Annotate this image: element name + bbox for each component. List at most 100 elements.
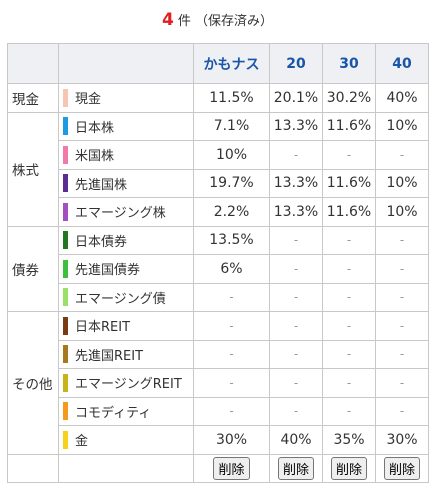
value-cell-col-0: - bbox=[193, 368, 270, 398]
asset-name-cell: 日本REIT bbox=[58, 311, 194, 341]
value-cell-col-1: - bbox=[269, 368, 323, 398]
value-cell-col-1: 40% bbox=[269, 425, 323, 455]
asset-name-cell: 日本株 bbox=[58, 111, 194, 141]
asset-name-cell: エマージング債 bbox=[58, 282, 194, 312]
value-cell-col-0: - bbox=[193, 282, 270, 312]
table-row: 債券 日本債券 13.5% - - - bbox=[7, 225, 429, 312]
table-row: 株式 日本株 7.1% 13.3% 11.6% 10% bbox=[7, 111, 429, 227]
category-cash: 現金 bbox=[7, 83, 59, 113]
value-cell-col-1: - bbox=[269, 396, 323, 426]
table-row: エマージング株 2.2% 13.3% 11.6% 10% bbox=[8, 197, 429, 227]
asset-color-swatch bbox=[63, 145, 68, 164]
delete-button-col-3[interactable]: 削除 bbox=[383, 456, 420, 480]
delete-cell-0: 削除 bbox=[193, 453, 270, 483]
value-cell-col-3: - bbox=[375, 368, 429, 398]
column-header-3: 40 bbox=[375, 43, 429, 84]
value-cell-col-0: 10% bbox=[193, 140, 270, 170]
value-cell-col-3: - bbox=[375, 254, 429, 284]
value-cell-col-0: - bbox=[193, 339, 270, 369]
value-cell-col-0: 7.1% bbox=[193, 111, 270, 141]
delete-cell-3: 削除 bbox=[375, 453, 429, 483]
value-cell-col-0: - bbox=[193, 396, 270, 426]
header-blank-asset bbox=[58, 43, 194, 84]
delete-button-col-2[interactable]: 削除 bbox=[330, 456, 367, 480]
value-cell-col-1: 13.3% bbox=[269, 197, 323, 227]
asset-label: エマージング株 bbox=[75, 206, 166, 222]
asset-color-swatch bbox=[63, 430, 68, 449]
category-stocks: 株式 bbox=[7, 111, 59, 227]
value-cell-col-0: - bbox=[193, 311, 270, 341]
asset-name-cell: エマージング株 bbox=[58, 197, 194, 227]
value-cell-col-3: 10% bbox=[375, 111, 429, 141]
delete-row-blank-category bbox=[7, 453, 59, 483]
header-blank-category bbox=[7, 43, 59, 84]
asset-label: 日本REIT bbox=[75, 320, 131, 336]
value-cell-col-2: 35% bbox=[322, 425, 376, 455]
asset-label: 先進国債券 bbox=[75, 263, 141, 279]
category-other: その他 bbox=[7, 311, 59, 455]
value-cell-col-3: - bbox=[375, 140, 429, 170]
asset-name-cell: コモディティ bbox=[58, 396, 194, 426]
value-cell-col-0: 2.2% bbox=[193, 197, 270, 227]
value-cell-col-3: - bbox=[375, 339, 429, 369]
value-cell-col-2: - bbox=[322, 311, 376, 341]
value-cell-col-2: 11.6% bbox=[322, 197, 376, 227]
value-cell-col-3: 10% bbox=[375, 168, 429, 198]
asset-label: 先進国株 bbox=[75, 177, 128, 193]
table-row: コモディティ - - - - bbox=[8, 396, 429, 426]
asset-name-cell: 先進国株 bbox=[58, 168, 194, 198]
value-cell-col-2: - bbox=[322, 282, 376, 312]
asset-label: 日本株 bbox=[75, 120, 115, 136]
value-cell-col-2: - bbox=[322, 140, 376, 170]
asset-name-cell: 先進国債券 bbox=[58, 254, 194, 284]
asset-color-swatch bbox=[63, 288, 68, 307]
value-cell-col-2: - bbox=[322, 225, 376, 255]
asset-label: 先進国REIT bbox=[75, 348, 144, 364]
value-cell-col-1: - bbox=[269, 254, 323, 284]
value-cell-col-2: - bbox=[322, 368, 376, 398]
value-cell-col-3: 40% bbox=[375, 83, 429, 113]
asset-label: エマージングREIT bbox=[75, 377, 182, 393]
table-row: 米国株 10% - - - bbox=[8, 140, 429, 170]
value-cell-col-1: - bbox=[269, 225, 323, 255]
value-cell-col-3: 10% bbox=[375, 197, 429, 227]
asset-color-swatch bbox=[63, 174, 68, 193]
value-cell-col-2: - bbox=[322, 254, 376, 284]
value-cell-col-3: - bbox=[375, 396, 429, 426]
table-row: 先進国株 19.7% 13.3% 11.6% 10% bbox=[8, 168, 429, 198]
value-cell-col-1: - bbox=[269, 311, 323, 341]
value-cell-col-0: 11.5% bbox=[193, 83, 270, 113]
asset-label: 米国株 bbox=[75, 149, 115, 165]
table-row: 金 30% 40% 35% 30% bbox=[8, 425, 429, 455]
value-cell-col-2: 11.6% bbox=[322, 111, 376, 141]
value-cell-col-0: 30% bbox=[193, 425, 270, 455]
asset-color-swatch bbox=[63, 373, 68, 392]
delete-button-col-0[interactable]: 削除 bbox=[213, 456, 250, 480]
asset-label: 現金 bbox=[75, 92, 102, 108]
table-row: エマージングREIT - - - - bbox=[8, 368, 429, 398]
value-cell-col-3: - bbox=[375, 225, 429, 255]
value-cell-col-2: 30.2% bbox=[322, 83, 376, 113]
asset-color-swatch bbox=[63, 88, 68, 107]
column-header-0: かもナス bbox=[193, 43, 270, 84]
value-cell-col-1: - bbox=[269, 339, 323, 369]
value-cell-col-2: 11.6% bbox=[322, 168, 376, 198]
asset-color-swatch bbox=[63, 316, 68, 335]
delete-cell-2: 削除 bbox=[322, 453, 376, 483]
delete-row: 削除 削除 削除 削除 bbox=[7, 453, 429, 483]
value-cell-col-1: 13.3% bbox=[269, 111, 323, 141]
asset-color-swatch bbox=[63, 259, 68, 278]
asset-label: 日本債券 bbox=[75, 234, 128, 250]
delete-button-col-1[interactable]: 削除 bbox=[277, 456, 314, 480]
value-cell-col-0: 13.5% bbox=[193, 225, 270, 255]
value-cell-col-2: - bbox=[322, 339, 376, 369]
value-cell-col-1: - bbox=[269, 140, 323, 170]
asset-color-swatch bbox=[63, 117, 68, 136]
asset-name-cell: 先進国REIT bbox=[58, 339, 194, 369]
asset-label: エマージング債 bbox=[75, 291, 166, 307]
asset-color-swatch bbox=[63, 202, 68, 221]
value-cell-col-0: 6% bbox=[193, 254, 270, 284]
value-cell-col-2: - bbox=[322, 396, 376, 426]
table-row: その他 日本REIT - - - - bbox=[7, 311, 429, 455]
